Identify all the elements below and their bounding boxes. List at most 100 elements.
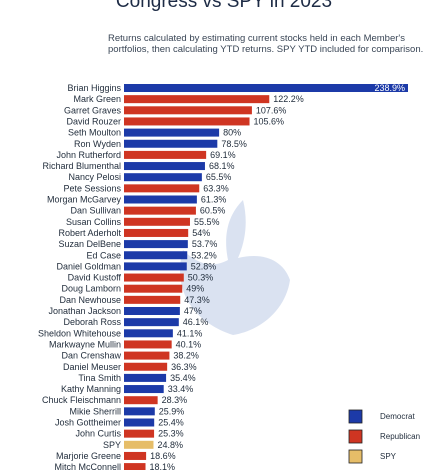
data-label: 49% bbox=[186, 284, 204, 294]
bar bbox=[124, 295, 181, 304]
data-label: 40.1% bbox=[176, 339, 202, 349]
category-label: John Rutherford bbox=[56, 150, 121, 160]
bar bbox=[124, 463, 146, 470]
bar bbox=[124, 117, 250, 126]
category-label: Susan Collins bbox=[66, 217, 122, 227]
bar bbox=[124, 251, 188, 260]
bar bbox=[124, 162, 205, 171]
category-label: David Rouzer bbox=[66, 116, 121, 126]
bar bbox=[124, 385, 164, 394]
data-label: 61.3% bbox=[201, 195, 227, 205]
bar bbox=[124, 195, 197, 204]
category-label: Kathy Manning bbox=[61, 384, 121, 394]
bar bbox=[124, 206, 196, 215]
data-label: 47.3% bbox=[184, 295, 210, 305]
category-label: Richard Blumenthal bbox=[42, 161, 121, 171]
category-label: Ed Case bbox=[86, 250, 121, 260]
category-label: SPY bbox=[103, 440, 121, 450]
bar bbox=[124, 396, 158, 405]
category-label: Tina Smith bbox=[78, 373, 121, 383]
data-label: 38.2% bbox=[173, 351, 199, 361]
bar bbox=[124, 217, 190, 226]
legend-swatch bbox=[348, 409, 363, 424]
bar bbox=[124, 128, 220, 137]
data-label: 18.1% bbox=[150, 462, 176, 470]
data-label: 50.3% bbox=[188, 273, 214, 283]
category-label: Garret Graves bbox=[64, 105, 122, 115]
legend-swatch bbox=[348, 429, 363, 444]
category-label: Doug Lamborn bbox=[61, 284, 121, 294]
category-label: Markwayne Mullin bbox=[49, 339, 121, 349]
legend-label: SPY bbox=[380, 452, 397, 461]
data-label: 18.6% bbox=[150, 451, 176, 461]
data-label: 80% bbox=[223, 128, 241, 138]
data-label: 25.9% bbox=[159, 406, 185, 416]
bar bbox=[124, 273, 184, 282]
data-label: 35.4% bbox=[170, 373, 196, 383]
bar bbox=[124, 351, 170, 360]
chart-title: Congress vs SPY in 2023 bbox=[115, 0, 333, 12]
bar bbox=[124, 418, 155, 427]
data-label: 69.1% bbox=[210, 150, 236, 160]
category-label: Robert Aderholt bbox=[58, 228, 121, 238]
category-label: Marjorie Greene bbox=[56, 451, 121, 461]
data-label: 47% bbox=[184, 306, 202, 316]
category-label: Nancy Pelosi bbox=[68, 172, 121, 182]
chart-subtitle: Returns calculated by estimating current… bbox=[108, 33, 424, 55]
bar bbox=[124, 173, 202, 182]
data-label: 55.5% bbox=[194, 217, 220, 227]
category-label: Brian Higgins bbox=[67, 83, 121, 93]
category-label: Jonathan Jackson bbox=[48, 306, 121, 316]
data-label: 25.3% bbox=[158, 429, 184, 439]
category-label: Deborah Ross bbox=[63, 317, 121, 327]
category-label: Morgan McGarvey bbox=[47, 195, 122, 205]
legend-label: Republican bbox=[380, 432, 420, 441]
category-label: Dan Crenshaw bbox=[61, 351, 121, 361]
data-label: 53.2% bbox=[191, 250, 217, 260]
category-label: Daniel Meuser bbox=[63, 362, 121, 372]
bar bbox=[124, 373, 167, 382]
bar bbox=[124, 106, 252, 115]
bar bbox=[124, 329, 173, 338]
bar bbox=[124, 84, 408, 92]
bar bbox=[124, 318, 179, 327]
data-label: 63.3% bbox=[203, 183, 229, 193]
bar bbox=[124, 440, 154, 449]
category-label: Mark Green bbox=[73, 94, 121, 104]
bar bbox=[124, 95, 270, 104]
category-label: Dan Newhouse bbox=[59, 295, 121, 305]
category-label: Sheldon Whitehouse bbox=[38, 328, 121, 338]
data-label: 60.5% bbox=[200, 206, 226, 216]
data-label: 36.3% bbox=[171, 362, 197, 372]
data-label: 25.4% bbox=[158, 418, 184, 428]
category-label: Suzan DelBene bbox=[58, 239, 121, 249]
data-label: 53.7% bbox=[192, 239, 218, 249]
bar bbox=[124, 307, 180, 315]
data-label: 107.6% bbox=[256, 105, 287, 115]
data-label: 68.1% bbox=[209, 161, 235, 171]
category-label: David Kustoff bbox=[68, 273, 122, 283]
data-label: 238.9% bbox=[374, 83, 405, 93]
data-label: 41.1% bbox=[177, 328, 203, 338]
category-label: Mikie Sherrill bbox=[69, 406, 121, 416]
legend-swatch bbox=[348, 449, 363, 464]
data-label: 28.3% bbox=[162, 395, 188, 405]
data-label: 54% bbox=[192, 228, 210, 238]
bar bbox=[124, 184, 200, 193]
category-label: Daniel Goldman bbox=[56, 261, 121, 271]
data-label: 33.4% bbox=[168, 384, 194, 394]
data-label: 65.5% bbox=[206, 172, 232, 182]
bar bbox=[124, 240, 188, 249]
category-label: John Curtis bbox=[75, 429, 121, 439]
category-label: Ron Wyden bbox=[74, 139, 121, 149]
bar bbox=[124, 429, 155, 438]
bar bbox=[124, 284, 183, 293]
bar bbox=[124, 340, 172, 349]
bar bbox=[124, 228, 189, 237]
bar bbox=[124, 150, 207, 159]
category-label: Josh Gottheimer bbox=[55, 418, 121, 428]
bar bbox=[124, 362, 168, 371]
bar bbox=[124, 262, 187, 271]
bar bbox=[124, 451, 147, 460]
